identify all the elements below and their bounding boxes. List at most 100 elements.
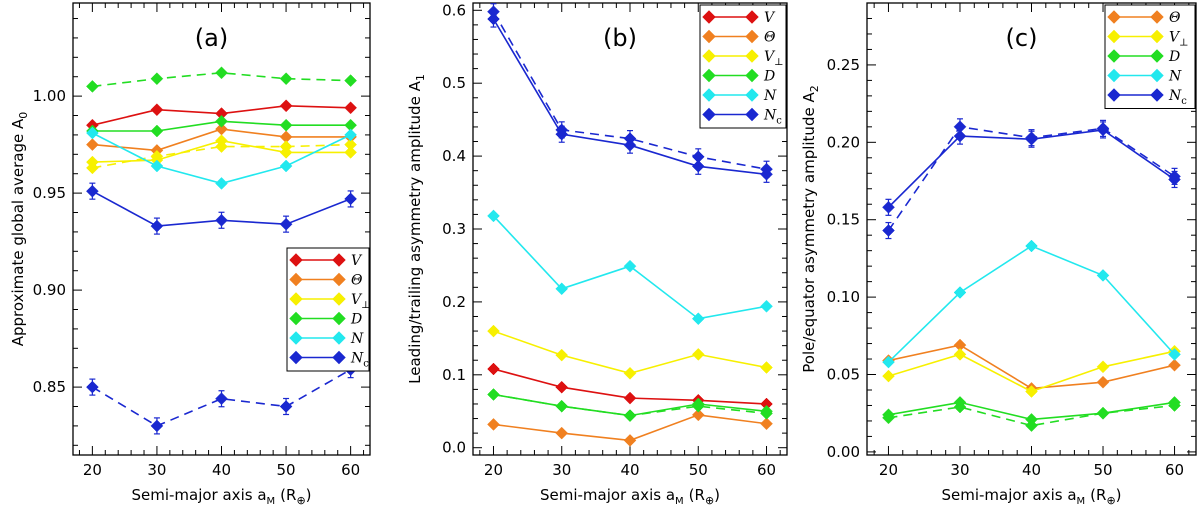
y-tick-label: 0.6 (442, 1, 466, 19)
data-point-marker (691, 312, 705, 326)
x-axis-unit-close: ) (306, 486, 312, 504)
data-point-marker (882, 369, 895, 383)
data-point-marker (86, 138, 99, 151)
legend-marker (1150, 88, 1164, 102)
legend-marker (1107, 68, 1121, 83)
data-point-marker (1096, 122, 1110, 135)
data-point-marker (344, 146, 357, 159)
data-point-marker (953, 129, 967, 143)
legend-marker (745, 49, 759, 63)
series-theta (487, 408, 773, 447)
series-n (487, 209, 773, 326)
data-point-marker (760, 407, 773, 420)
y-tick-label: 0.00 (827, 443, 860, 461)
legend-label: Θ (1169, 10, 1181, 26)
legend-label: D (1168, 49, 1180, 65)
legend-label: Θ (764, 30, 776, 46)
y-axis-label-text: Leading/trailing asymmetry amplitude A (406, 80, 424, 383)
data-point-marker (86, 161, 99, 175)
legend-symbol: V (351, 253, 363, 269)
legend-marker (702, 49, 716, 63)
legend-marker (332, 272, 346, 287)
data-point-marker (215, 140, 228, 153)
y-tick-label: 0.15 (827, 211, 860, 229)
x-tick-label: 20 (83, 461, 102, 479)
data-point-marker (882, 411, 895, 425)
series-nc-dashed (86, 361, 357, 435)
legend-label: V (764, 10, 776, 26)
y-axis-label-subscript: 0 (17, 112, 30, 119)
data-point-marker (1168, 170, 1181, 183)
data-point-marker (555, 380, 569, 394)
legend-symbol: D (350, 312, 362, 328)
legend-marker (1150, 10, 1164, 24)
data-point-marker (953, 286, 967, 299)
y-tick-label: 0.1 (442, 366, 466, 384)
data-point-marker (691, 399, 705, 413)
legend-symbol: Θ (351, 273, 363, 289)
legend-symbol: N (1168, 69, 1182, 85)
data-point-marker (555, 123, 569, 137)
data-point-marker (86, 184, 99, 198)
data-point-marker (760, 299, 773, 313)
data-point-marker (215, 177, 228, 190)
legend-symbol: N (1168, 88, 1182, 104)
data-point-marker (1168, 358, 1181, 372)
y-tick-label: 0.2 (442, 293, 466, 311)
x-tick-label: 50 (277, 461, 296, 479)
y-tick-label: 0.90 (33, 281, 66, 299)
data-point-marker (279, 217, 293, 231)
legend-marker (289, 350, 303, 365)
x-axis-label: Semi-major axis aM (R⊕) (540, 486, 720, 507)
legend-marker (289, 253, 303, 267)
data-point-marker (1025, 419, 1038, 432)
data-point-marker (1168, 348, 1181, 361)
x-tick-label: 20 (484, 461, 503, 479)
y-tick-label: 0.05 (827, 366, 860, 384)
x-axis-label-text: Semi-major axis a (540, 486, 675, 504)
data-point-marker (953, 120, 967, 134)
x-axis-label: Semi-major axis aM (R⊕) (941, 486, 1121, 507)
series-line (888, 344, 1175, 390)
x-tick-label: 20 (879, 461, 898, 479)
legend-marker (702, 10, 716, 24)
series-d-dashed (487, 388, 773, 422)
legend-marker (332, 253, 346, 267)
y-tick-label: 0.10 (827, 288, 860, 306)
legend-subscript: c (776, 116, 782, 127)
legend-marker (702, 68, 716, 83)
y-tick-label: 0.4 (442, 147, 466, 165)
data-point-marker (344, 128, 357, 142)
data-point-marker (150, 419, 164, 433)
legend-marker (289, 292, 303, 306)
y-axis-label-subscript: 2 (808, 85, 821, 92)
data-point-marker (1025, 239, 1038, 253)
legend-label: Θ (351, 273, 363, 289)
legend-symbol: V (764, 49, 776, 65)
series-v_perp (882, 344, 1181, 398)
x-axis-unit-symbol: ⊕ (1106, 494, 1115, 507)
series-v_perp (487, 324, 773, 380)
x-axis-label-text: Semi-major axis a (941, 486, 1076, 504)
data-point-marker (623, 391, 637, 405)
x-tick-label: 60 (1165, 461, 1184, 479)
x-tick-label: 40 (1022, 461, 1041, 479)
data-point-marker (623, 434, 637, 447)
data-point-marker (882, 355, 895, 369)
series-line (91, 368, 351, 427)
legend-label: D (763, 69, 775, 85)
legend-label: N (1168, 69, 1182, 85)
legend-marker (1150, 49, 1164, 63)
legend-subscript: ⊥ (1179, 38, 1188, 49)
data-point-marker (279, 159, 293, 173)
x-axis-label-subscript: M (1077, 496, 1086, 507)
data-point-marker (1025, 131, 1038, 145)
data-point-marker (623, 259, 637, 273)
legend-marker (1107, 88, 1121, 102)
x-tick-label: 40 (212, 461, 231, 479)
data-point-marker (1096, 406, 1110, 420)
data-point-marker (344, 138, 357, 151)
y-tick-label: 1.00 (33, 87, 66, 105)
series-d-dashed (882, 399, 1181, 432)
data-point-marker (691, 348, 705, 361)
